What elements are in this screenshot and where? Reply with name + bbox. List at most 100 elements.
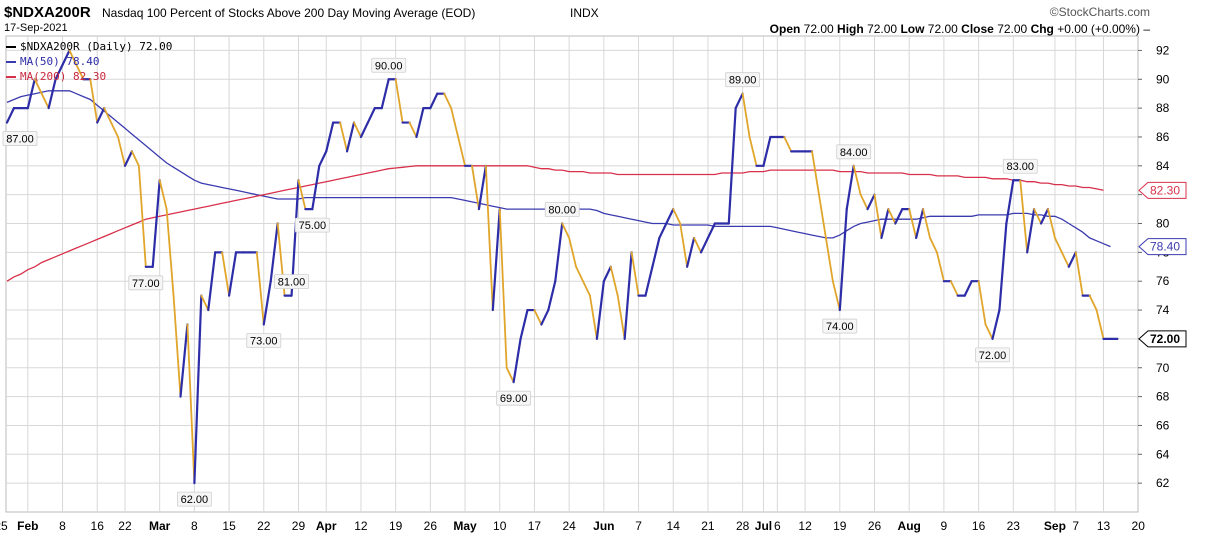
price-segment [616, 294, 626, 340]
price-swatch-icon [6, 46, 16, 48]
price-segment [137, 164, 147, 268]
x-tick-label: 16 [972, 519, 986, 533]
x-tick-label: 26 [868, 519, 882, 533]
price-segment [512, 337, 522, 384]
price-segment [227, 251, 238, 297]
x-tick-label: 22 [118, 519, 132, 533]
last-value-label: 82.30 [1150, 183, 1180, 197]
x-tick-label: 22 [257, 519, 271, 533]
y-tick-label: 80 [1156, 217, 1170, 231]
annotation-box [496, 390, 532, 406]
open-value: 72.00 [803, 22, 834, 36]
price-segment [845, 164, 855, 211]
price-segment [762, 135, 772, 167]
annotation-box [294, 217, 330, 233]
price-segment [443, 92, 453, 110]
price-segment [894, 207, 904, 225]
last-value-label: 78.40 [1150, 240, 1180, 254]
price-segment [297, 179, 307, 210]
x-tick-label: 21 [701, 519, 715, 533]
annotation-box [371, 57, 407, 73]
price-segment [1095, 309, 1105, 340]
price-segment [345, 121, 356, 153]
price-segment [783, 136, 793, 153]
price-segment [734, 92, 744, 110]
price-segment [172, 294, 182, 398]
x-tick-label: 13 [1097, 519, 1111, 533]
legend-ma200-label: MA(200) 82.30 [20, 70, 107, 83]
price-segment [1019, 179, 1029, 254]
price-segment [859, 193, 869, 210]
open-label: Open [769, 22, 801, 36]
price-segment [26, 78, 36, 110]
plot-area [5, 35, 1139, 513]
x-tick-label: Aug [898, 519, 921, 533]
y-tick-label: 88 [1156, 101, 1170, 115]
price-segment [554, 222, 564, 283]
chart-symbol: $NDXA200R [4, 4, 91, 21]
ma200-line [6, 165, 1104, 282]
price-segment [186, 323, 196, 485]
ma50-swatch-icon [6, 61, 16, 63]
x-tick-label: 24 [562, 519, 576, 533]
price-segment [589, 294, 598, 340]
x-tick-label: 17 [528, 519, 542, 533]
annotation-label: 62.00 [181, 494, 209, 506]
price-segment [575, 265, 584, 283]
price-segment [533, 309, 543, 326]
price-segment [339, 121, 348, 153]
x-tick-label: 8 [191, 519, 198, 533]
stockcharts-brand[interactable]: ©StockCharts.com [1049, 5, 1150, 19]
price-segment [505, 366, 515, 384]
price-segment [311, 164, 321, 211]
x-tick-label: 12 [354, 519, 368, 533]
y-tick-label: 62 [1156, 476, 1170, 490]
y-tick-label: 70 [1156, 361, 1170, 375]
x-tick-label: 29 [292, 519, 306, 533]
price-segment [359, 121, 369, 139]
chg-label: Chg [1030, 22, 1054, 36]
price-segment [471, 164, 480, 210]
price-segment [33, 78, 43, 95]
x-tick-label: 6 [774, 519, 781, 533]
annotation-label: 84.00 [840, 147, 868, 159]
annotation-label: 73.00 [250, 335, 278, 347]
price-segment [949, 280, 959, 297]
price-segment [158, 179, 168, 210]
price-segment [1074, 251, 1084, 297]
price-segment [679, 222, 689, 268]
x-tick-label: 8 [59, 519, 66, 533]
price-segment [207, 251, 217, 312]
price-segment [96, 107, 106, 124]
price-segment [706, 222, 716, 240]
high-value: 72.00 [867, 22, 898, 36]
y-tick-label: 92 [1156, 43, 1170, 57]
price-segment [977, 280, 987, 326]
x-tick-label: Mar [149, 519, 171, 533]
price-segment [908, 208, 918, 239]
annotation-box [725, 72, 761, 88]
y-tick-label: 64 [1156, 447, 1170, 461]
price-segment [547, 280, 557, 312]
annotation-box [836, 144, 872, 160]
price-segment [1054, 237, 1063, 254]
price-segment [727, 107, 737, 225]
last-value-tag [1138, 330, 1187, 348]
price-segment [429, 92, 439, 110]
price-segment [838, 207, 848, 312]
legend-ma200: MA(200) 82.30 [6, 70, 106, 83]
price-segment [103, 107, 112, 124]
last-value-tag [1138, 181, 1187, 199]
last-value-tag [1138, 238, 1187, 256]
x-tick-label: 16 [91, 519, 105, 533]
price-segment [915, 207, 925, 240]
x-tick-label: 23 [1007, 519, 1021, 533]
legend-ma50-label: MA(50) 78.40 [20, 55, 100, 68]
price-segment [699, 236, 710, 254]
annotation-label: 83.00 [1006, 161, 1034, 173]
y-tick-label: 68 [1156, 390, 1170, 404]
price-segment [325, 121, 335, 153]
price-segment [519, 308, 529, 341]
price-segment [366, 107, 376, 124]
